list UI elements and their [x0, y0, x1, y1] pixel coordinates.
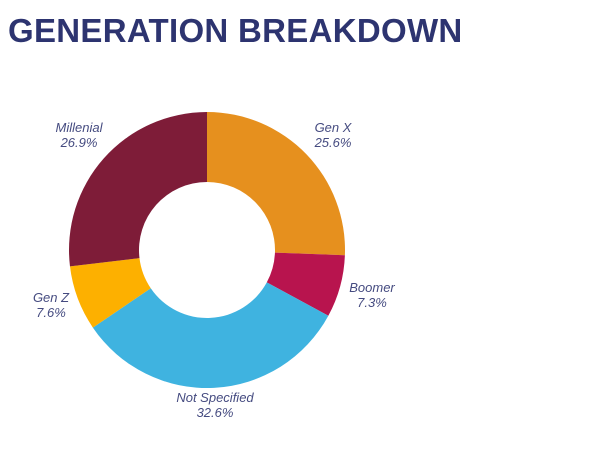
slice-value-label: 25.6%	[314, 135, 352, 150]
slice-millenial	[69, 112, 207, 267]
slice-label: Gen X	[315, 120, 353, 135]
slice-value-label: 7.3%	[357, 295, 387, 310]
slice-not-specified	[92, 282, 329, 388]
slice-boomer	[266, 252, 345, 316]
slice-label: Boomer	[349, 280, 395, 295]
slice-gen-z	[69, 258, 151, 328]
slice-label: Gen Z	[33, 290, 70, 305]
slice-label: Not Specified	[176, 390, 254, 405]
slice-gen-x	[207, 112, 345, 256]
slice-value-label: 26.9%	[60, 135, 98, 150]
slice-label: Millenial	[56, 120, 104, 135]
slice-value-label: 7.6%	[36, 305, 66, 320]
slice-value-label: 32.6%	[197, 405, 234, 420]
chart-title: GENERATION BREAKDOWN	[8, 12, 463, 49]
